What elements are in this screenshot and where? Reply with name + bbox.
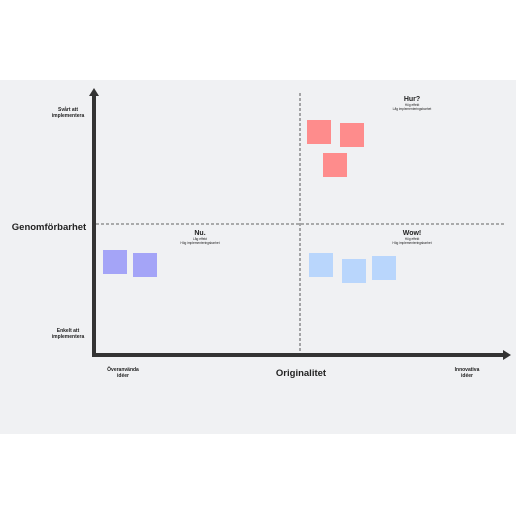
sticky-note bbox=[342, 259, 366, 283]
quadrant-title: Nu. bbox=[194, 230, 205, 237]
quadrant-note: Låg implementeringsbarhet bbox=[393, 107, 432, 111]
label: implementera bbox=[52, 113, 85, 119]
sticky-note bbox=[309, 253, 333, 277]
sticky-note bbox=[372, 256, 396, 280]
label: Innovativa bbox=[455, 367, 480, 373]
axis-title: Originalitet bbox=[276, 368, 327, 379]
quadrant-title: Wow! bbox=[403, 230, 422, 237]
board bbox=[0, 80, 516, 434]
axis-title: Genomförbarhet bbox=[12, 222, 87, 233]
label: implementera bbox=[52, 334, 85, 340]
sticky-note bbox=[307, 120, 331, 144]
quadrant-title: Hur? bbox=[404, 96, 420, 103]
quadrant-note: Låg effekt bbox=[193, 237, 207, 241]
label: idéer bbox=[117, 373, 129, 379]
arrow bbox=[89, 88, 99, 96]
label: Överanvända bbox=[107, 366, 139, 373]
quadrant-note: Hög implementeringsbarhet bbox=[392, 241, 431, 245]
quadrant-note: Hög implementeringsbarhet bbox=[180, 241, 219, 245]
label: Enkelt att bbox=[57, 328, 80, 334]
sticky-note bbox=[133, 253, 157, 277]
quadrant-note: Hög effekt bbox=[405, 237, 420, 241]
sticky-note bbox=[340, 123, 364, 147]
arrow bbox=[503, 350, 511, 360]
quadrant-note: Hög effekt bbox=[405, 103, 420, 107]
label: Svårt att bbox=[58, 106, 78, 113]
label: idéer bbox=[461, 373, 473, 379]
sticky-note bbox=[103, 250, 127, 274]
sticky-note bbox=[323, 153, 347, 177]
